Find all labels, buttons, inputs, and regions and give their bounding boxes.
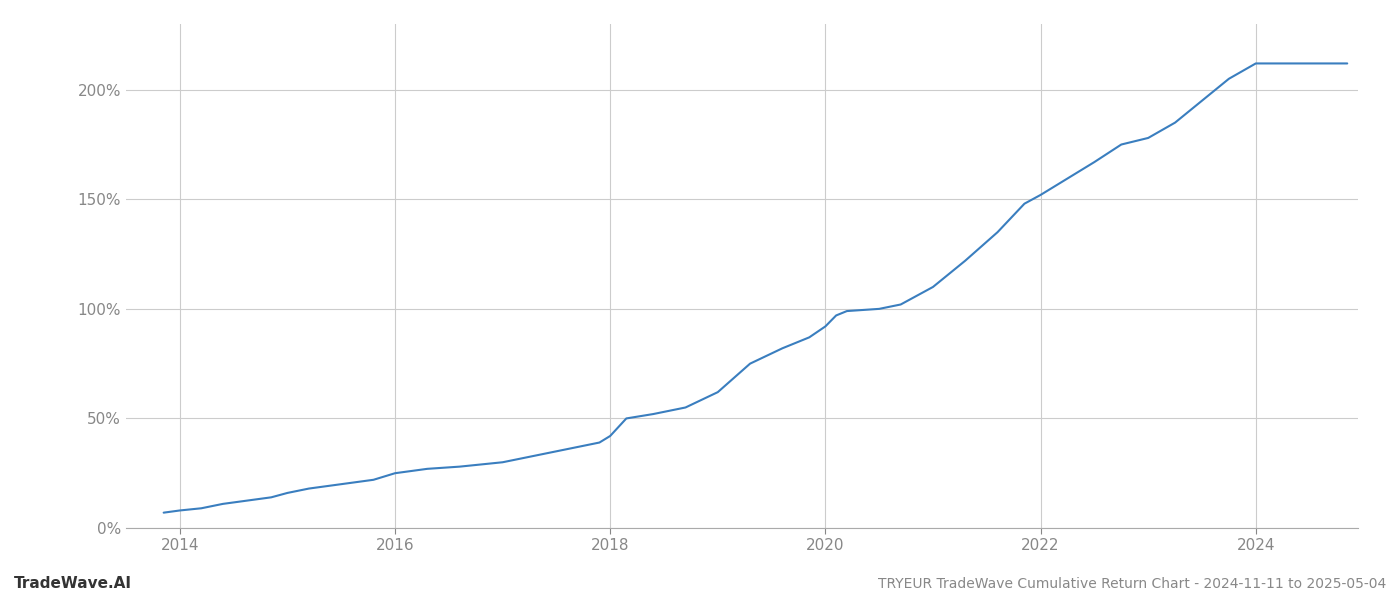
Text: TRYEUR TradeWave Cumulative Return Chart - 2024-11-11 to 2025-05-04: TRYEUR TradeWave Cumulative Return Chart… <box>878 577 1386 591</box>
Text: TradeWave.AI: TradeWave.AI <box>14 576 132 591</box>
